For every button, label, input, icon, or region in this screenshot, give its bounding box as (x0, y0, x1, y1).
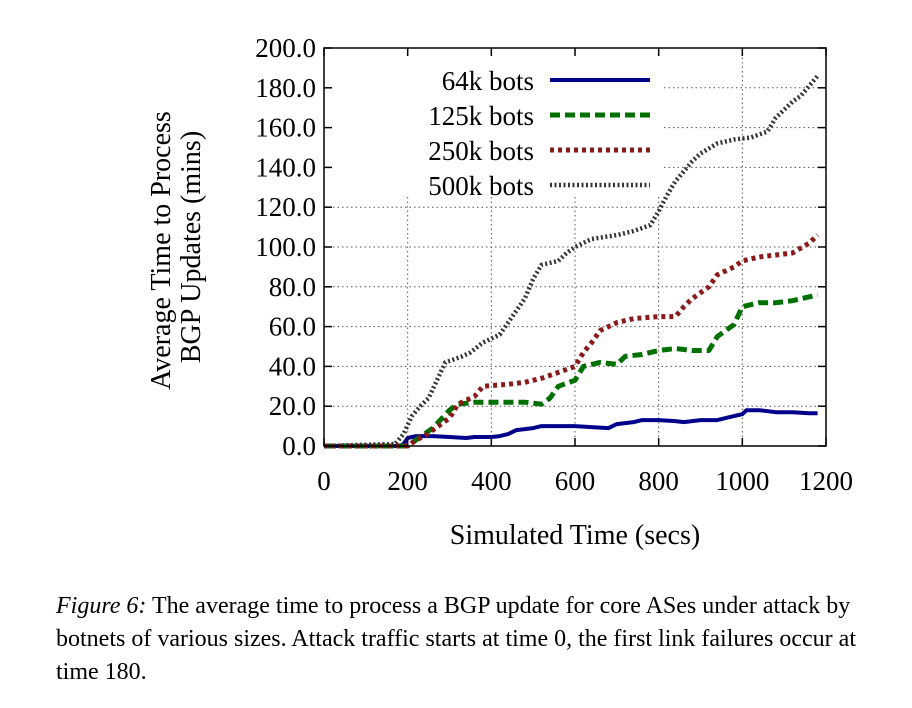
x-tick-label: 1200 (799, 466, 853, 496)
y-tick-label: 40.0 (269, 351, 316, 381)
y-tick-label: 0.0 (282, 431, 316, 461)
y-axis-label-line-2: BGP Updates (mins) (176, 131, 207, 363)
figure-caption-label: Figure 6: (56, 593, 147, 619)
series-line-250k-bots (324, 233, 820, 449)
y-tick-label: 200.0 (255, 33, 316, 63)
line-chart: 0.0 20.0 40.0 60.0 80.0 100.0 120.0 140.0 160.0 1… (146, 33, 853, 551)
axis-ticks: 0.0 20.0 40.0 60.0 80.0 100.0 120.0 140.0 160.0 1… (255, 33, 853, 496)
legend-label-64k-bots: 64k bots (442, 66, 534, 96)
y-tick-label: 80.0 (269, 272, 316, 302)
x-tick-label: 800 (638, 466, 679, 496)
y-tick-label: 180.0 (255, 73, 316, 103)
x-tick-label: 200 (387, 466, 428, 496)
series-line-500k-bots (323, 74, 820, 449)
x-tick-label: 600 (555, 466, 596, 496)
y-axis-label: Average Time to Process BGP Updates (min… (146, 104, 207, 390)
series-line-125k-bots (324, 292, 819, 449)
y-tick-label: 60.0 (269, 312, 316, 342)
series-line-64k-bots (324, 408, 818, 448)
x-tick-label: 0 (317, 466, 331, 496)
y-tick-label: 20.0 (269, 391, 316, 421)
x-tick-label: 400 (471, 466, 512, 496)
figure-caption: Figure 6: The average time to process a … (56, 590, 896, 689)
x-axis-label: Simulated Time (secs) (450, 520, 700, 551)
y-tick-label: 140.0 (255, 152, 316, 182)
y-axis-label-line-1: Average Time to Process (146, 111, 177, 390)
legend-label-250k-bots: 250k bots (428, 136, 534, 166)
legend-label-125k-bots: 125k bots (428, 101, 534, 131)
legend: 64k bots 125k bots 250k bots 500k bots (428, 66, 650, 201)
grid (324, 48, 826, 446)
legend-label-500k-bots: 500k bots (428, 171, 534, 201)
x-tick-label: 1000 (715, 466, 769, 496)
y-tick-label: 120.0 (255, 192, 316, 222)
y-tick-label: 160.0 (255, 113, 316, 143)
figure-caption-text: The average time to process a BGP update… (56, 593, 856, 685)
y-tick-label: 100.0 (255, 232, 316, 262)
series-lines (323, 74, 820, 449)
